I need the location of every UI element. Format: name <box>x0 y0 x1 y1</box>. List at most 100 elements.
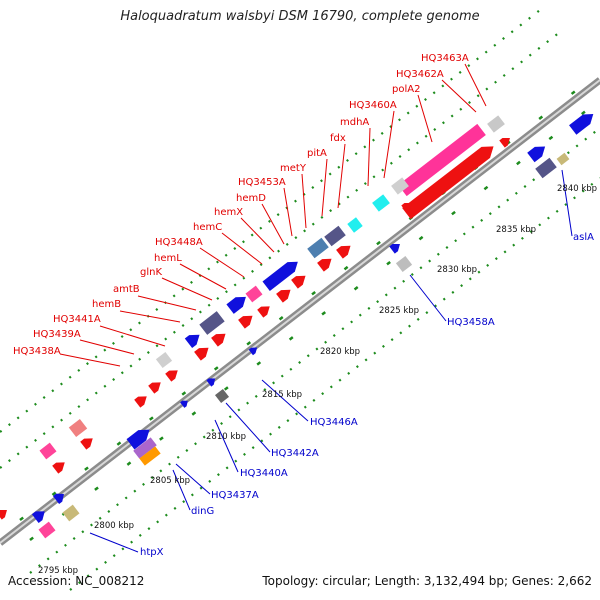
label-hq3437a: HQ3437A <box>211 490 259 501</box>
leader-hq3437a <box>175 463 211 495</box>
label-pita: pitA <box>307 148 327 159</box>
tick-label-2830: 2830 kbp <box>437 265 477 275</box>
label-leaders <box>59 63 573 553</box>
feature-mety-arrow <box>317 258 332 272</box>
feature-small-red-1 <box>401 202 412 213</box>
label-hq3442a: HQ3442A <box>271 448 319 459</box>
leader-fdx <box>337 143 346 209</box>
leader-asla <box>561 169 573 237</box>
tick-label-2800: 2800 kbp <box>94 521 134 531</box>
leader-heml <box>179 263 227 290</box>
tick-label-2840: 2840 kbp <box>557 184 597 194</box>
label-pola2: polA2 <box>392 84 420 95</box>
feature-red-arrow-12 <box>134 396 147 408</box>
feature-hq3463a-box <box>487 115 505 133</box>
leader-mety <box>301 173 307 229</box>
leader-hq3462a <box>441 79 477 113</box>
label-hq3463a: HQ3463A <box>421 53 469 64</box>
feature-pink-box-2 <box>39 442 57 460</box>
label-mdha: mdhA <box>340 117 369 128</box>
tick-rings <box>0 9 600 591</box>
leader-hemd <box>261 203 285 245</box>
feature-mdha-box <box>372 194 390 212</box>
feature-blue-rev-4 <box>248 347 258 356</box>
label-amtb: amtB <box>113 284 140 295</box>
position-tick-labels: 2795 kbp 2800 kbp 2805 kbp 2810 kbp 2815… <box>38 184 597 576</box>
feature-red-arrow-9 <box>194 347 209 361</box>
feature-blue-rev-1 <box>569 114 594 135</box>
outer-ring-1 <box>0 31 561 469</box>
label-hemd: hemD <box>236 193 266 204</box>
gene-features <box>0 114 594 539</box>
feature-red-arrow-15 <box>0 509 7 520</box>
feature-red-arrow-8 <box>211 333 226 347</box>
tick-label-2820: 2820 kbp <box>320 347 360 357</box>
feature-red-arrow-3 <box>336 245 351 259</box>
leader-hemb <box>119 310 181 323</box>
leader-hq3439a <box>79 339 135 355</box>
forward-gene-labels: HQ3438A HQ3439A HQ3441A hemB amtB glnK h… <box>13 53 469 357</box>
label-heml: hemL <box>154 253 182 264</box>
label-fdx: fdx <box>330 133 346 144</box>
tick-label-2805: 2805 kbp <box>150 476 190 486</box>
label-ding: dinG <box>191 506 214 517</box>
lower-tick-row <box>29 99 600 541</box>
feature-gray-rev-2 <box>214 388 230 404</box>
label-asla: aslA <box>573 232 594 243</box>
label-htpx: htpX <box>140 547 164 558</box>
genome-summary-text: Topology: circular; Length: 3,132,494 bp… <box>262 574 592 588</box>
feature-blue-gene-1 <box>262 261 298 291</box>
leader-hq3460a <box>383 110 395 179</box>
outer-ring-2 <box>0 9 541 433</box>
tick-label-2825: 2825 kbp <box>379 306 419 316</box>
feature-blue-rev-8 <box>52 493 64 505</box>
label-hq3440a: HQ3440A <box>240 468 288 479</box>
leader-ding <box>172 469 191 511</box>
leader-htpx <box>89 532 139 553</box>
feature-red-arrow-7 <box>238 315 253 329</box>
feature-blue-rev-3 <box>389 243 400 254</box>
feature-red-arrow-13 <box>80 438 93 450</box>
feature-red-arrow-6 <box>257 306 270 318</box>
feature-pink-box-1 <box>245 285 263 303</box>
feature-blue-gene-3 <box>184 334 200 349</box>
leader-pola2 <box>417 94 433 143</box>
leader-pita <box>321 158 328 217</box>
feature-gray-rev-1 <box>395 255 413 273</box>
feature-red-arrow-4 <box>291 275 306 289</box>
inner-ring-2 <box>69 177 600 591</box>
backbone <box>0 77 600 546</box>
label-hemc: hemC <box>193 222 222 233</box>
feature-blue-rev-2 <box>527 146 546 163</box>
feature-dark-box-1 <box>199 311 225 335</box>
leader-mdha <box>367 127 371 187</box>
leader-glnk <box>161 277 213 301</box>
reverse-gene-labels: htpX dinG HQ3437A HQ3440A HQ3442A HQ3446… <box>140 232 594 558</box>
label-hq3446a: HQ3446A <box>310 417 358 428</box>
feature-blue-rev-9 <box>31 511 45 524</box>
feature-gray-box-2 <box>155 351 173 369</box>
feature-blue-rev-6 <box>180 400 188 408</box>
label-glnk: glnK <box>140 267 162 278</box>
leader-hq3438a <box>59 353 121 367</box>
figure-title: Haloquadratum walsbyi DSM 16790, complet… <box>120 9 480 24</box>
leader-hq3448a <box>199 247 245 278</box>
tick-label-2835: 2835 kbp <box>496 225 536 235</box>
label-mety: metY <box>280 163 307 174</box>
leader-hq3440a <box>214 419 239 473</box>
feature-khaki-rev-1 <box>556 152 570 166</box>
feature-hq3462a-bar <box>398 123 486 197</box>
feature-fdx-box <box>324 225 346 247</box>
leader-hq3442a <box>225 402 271 453</box>
feature-small-red-2 <box>499 137 510 148</box>
label-hq3438a: HQ3438A <box>13 346 61 357</box>
tick-label-2795: 2795 kbp <box>38 566 78 576</box>
label-hemb: hemB <box>92 299 121 310</box>
leader-hemc <box>221 232 263 265</box>
feature-purple-rev-1 <box>133 437 157 459</box>
feature-red-arrow-14 <box>52 462 65 474</box>
label-hq3458a: HQ3458A <box>447 317 495 328</box>
label-hq3453a: HQ3453A <box>238 177 286 188</box>
